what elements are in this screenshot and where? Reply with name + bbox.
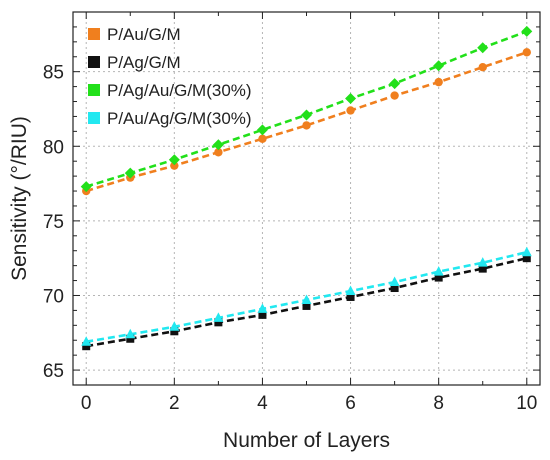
legend-label-p-au-ag-g-m-30: P/Au/Ag/G/M(30%) — [107, 109, 252, 128]
data-point-p-au-ag-g-m-30 — [521, 246, 532, 257]
data-point-p-ag-g-m — [126, 334, 135, 343]
data-point-p-ag-g-m — [346, 292, 355, 301]
data-point-p-au-g-m — [522, 48, 531, 57]
data-point-p-ag-au-g-m-30 — [521, 25, 533, 37]
x-tick-label: 0 — [81, 393, 92, 414]
data-point-p-au-g-m — [346, 106, 355, 115]
data-point-p-au-ag-g-m-30 — [389, 276, 400, 287]
x-tick-label: 10 — [516, 393, 537, 414]
y-tick-label: 85 — [43, 63, 64, 84]
y-tick-label: 65 — [43, 361, 64, 382]
data-point-p-ag-g-m — [214, 318, 223, 327]
data-point-p-ag-au-g-m-30 — [477, 42, 489, 54]
y-tick-label: 70 — [43, 286, 64, 307]
data-point-p-ag-g-m — [258, 310, 267, 319]
data-point-p-au-ag-g-m-30 — [257, 303, 268, 313]
x-tick-label: 2 — [169, 393, 180, 414]
data-point-p-au-g-m — [434, 77, 443, 87]
data-point-p-ag-au-g-m-30 — [256, 124, 268, 136]
legend-swatch-p-ag-au-g-m-30 — [88, 84, 100, 96]
legend-label-p-au-g-m: P/Au/G/M — [107, 25, 181, 44]
data-point-p-au-g-m — [170, 161, 179, 170]
data-point-p-au-ag-g-m-30 — [81, 336, 92, 346]
data-point-p-ag-au-g-m-30 — [433, 60, 445, 72]
data-point-p-ag-g-m — [434, 273, 443, 282]
data-point-p-au-g-m — [302, 121, 311, 130]
data-point-p-au-g-m — [258, 134, 267, 144]
y-tick-label: 80 — [43, 137, 64, 158]
data-point-p-au-ag-g-m-30 — [477, 257, 488, 267]
data-point-p-ag-au-g-m-30 — [301, 109, 312, 121]
legend: P/Au/G/M P/Ag/G/M P/Ag/Au/G/M(30%) P/Au/Ag/… — [88, 25, 252, 128]
legend-swatch-p-au-g-m — [88, 28, 100, 40]
data-point-p-au-ag-g-m-30 — [301, 294, 312, 304]
y-axis-label: Sensitivity (°/RIU) — [8, 116, 31, 281]
data-point-p-ag-au-g-m-30 — [212, 139, 224, 151]
data-point-p-ag-g-m — [82, 342, 91, 351]
data-point-p-ag-au-g-m-30 — [124, 167, 136, 179]
tick-labels: 0 2 4 6 8 10 65 70 75 80 85 — [43, 63, 537, 414]
data-point-p-ag-au-g-m-30 — [389, 78, 401, 90]
x-tick-label: 8 — [433, 393, 444, 414]
data-point-p-ag-au-g-m-30 — [168, 154, 180, 166]
data-point-p-au-ag-g-m-30 — [433, 266, 444, 276]
x-axis-label: Number of Layers — [223, 429, 390, 452]
legend-swatch-p-au-ag-g-m-30 — [88, 112, 100, 124]
data-point-p-au-ag-g-m-30 — [125, 328, 136, 339]
axis-ticks — [73, 11, 540, 386]
data-point-p-au-ag-g-m-30 — [345, 285, 356, 296]
data-point-p-au-ag-g-m-30 — [169, 321, 180, 331]
data-point-p-ag-g-m — [522, 254, 531, 263]
data-point-p-ag-g-m — [390, 284, 399, 293]
legend-label-p-ag-au-g-m-30: P/Ag/Au/G/M(30%) — [107, 81, 252, 100]
data-point-p-ag-au-g-m-30 — [345, 93, 357, 105]
data-point-p-ag-g-m — [478, 264, 487, 273]
x-tick-label: 4 — [257, 393, 268, 414]
data-point-p-au-g-m — [390, 91, 399, 100]
legend-swatch-p-ag-g-m — [88, 56, 100, 68]
data-point-p-ag-g-m — [170, 327, 179, 336]
data-point-p-au-g-m — [214, 148, 223, 157]
data-point-p-ag-g-m — [302, 301, 311, 310]
legend-label-p-ag-g-m: P/Ag/G/M — [107, 53, 181, 72]
data-point-p-au-ag-g-m-30 — [213, 312, 224, 322]
data-point-p-ag-au-g-m-30 — [80, 181, 92, 193]
series-markers — [80, 25, 533, 351]
x-tick-label: 6 — [345, 393, 356, 414]
data-point-p-au-g-m — [478, 63, 487, 72]
y-tick-label: 75 — [43, 212, 64, 233]
